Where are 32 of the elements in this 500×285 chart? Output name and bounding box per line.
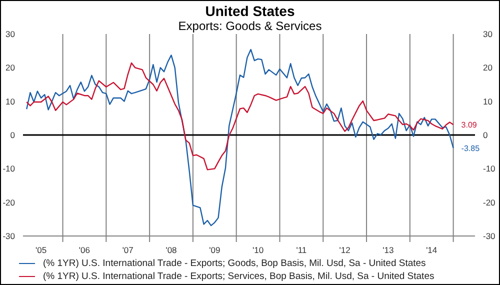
y2-tick-label: 30 [483, 29, 493, 40]
y-tick-label: -20 [2, 197, 16, 208]
y-tick-label: 0 [10, 130, 16, 140]
x-tick-label: '09 [209, 245, 220, 255]
y-tick-label: 10 [6, 96, 16, 106]
y-tick-label: 30 [6, 29, 16, 40]
x-tick-label: '14 [426, 245, 438, 255]
x-tick-label: '08 [166, 245, 178, 255]
chart-title: United States [204, 3, 296, 19]
x-tick-label: '05 [36, 245, 47, 255]
data-label: -3.85 [461, 144, 480, 153]
x-tick-label: '07 [122, 245, 134, 255]
line-series [26, 48, 454, 226]
x-tick-label: '13 [382, 245, 394, 255]
y2-tick-label: 20 [483, 62, 493, 73]
y-tick-label: -30 [2, 231, 16, 242]
y-tick-label: 20 [6, 62, 16, 73]
y2-tick-label: 10 [483, 96, 493, 106]
y2-tick-label: 0 [483, 130, 488, 140]
y-tick-label: -10 [2, 164, 16, 174]
chart-subtitle: Exports: Goods & Services [178, 19, 322, 33]
x-tick-label: '10 [252, 245, 264, 255]
data-label: 3.09 [461, 120, 478, 130]
y2-tick-label: -30 [483, 231, 496, 242]
legend-label: (% 1YR) U.S. International Trade - Exports; Goods, Bop Basis, Mil. Usd, Sa - United States [43, 257, 426, 270]
line-series [26, 62, 454, 170]
legend-label: (% 1YR) U.S. International Trade - Exports; Services, Bop Basis, Mil. Usd, Sa - United States [43, 270, 434, 283]
x-tick-label: '06 [78, 245, 90, 255]
x-tick-label: '12 [339, 245, 351, 255]
x-tick-label: '11 [296, 245, 307, 255]
y2-tick-label: -20 [483, 197, 496, 208]
y2-tick-label: -10 [483, 164, 496, 174]
